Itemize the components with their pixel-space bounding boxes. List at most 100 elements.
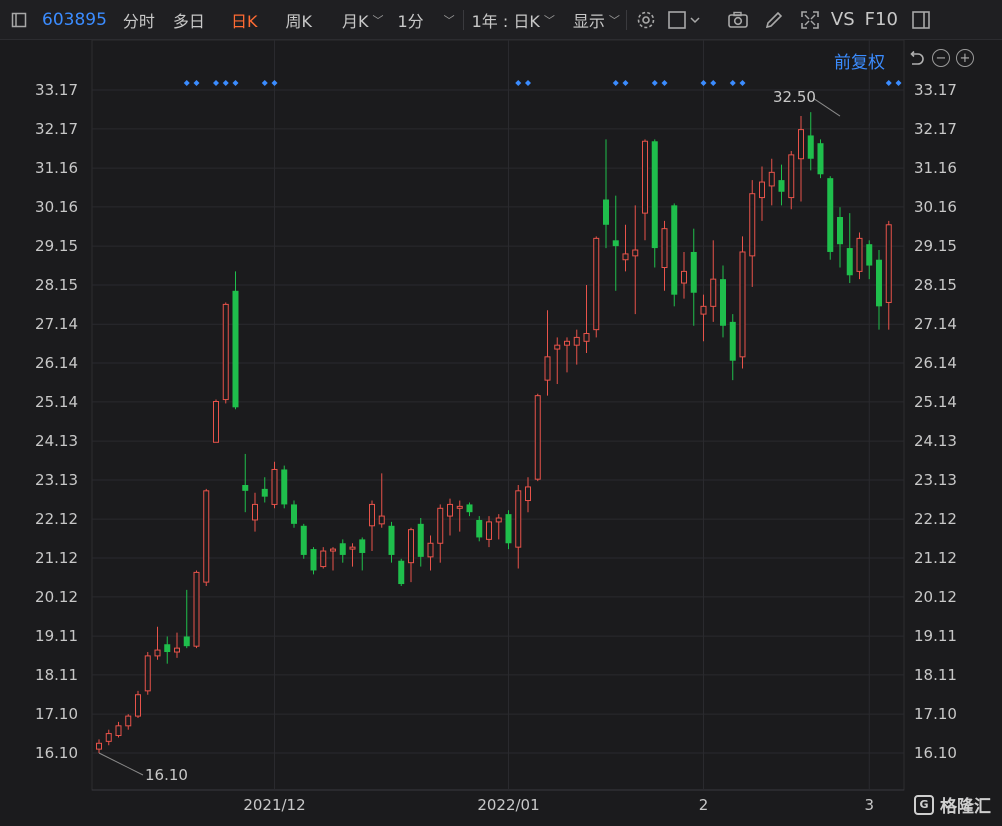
candle (573, 329, 580, 365)
candle-body-up (447, 503, 453, 517)
candle-body-up (320, 550, 327, 568)
candle (466, 502, 473, 517)
y-tick-label-right: 21.12 (914, 549, 957, 567)
candle (310, 547, 317, 575)
y-tick-label-right: 26.14 (914, 354, 957, 372)
y-tick-label-right: 19.11 (914, 627, 957, 645)
range-dropdown[interactable]: 1年 : 日K ﹀ (472, 8, 555, 32)
candle (885, 220, 892, 330)
zoom-in-icon[interactable]: + (956, 49, 974, 67)
event-marker-icon (729, 80, 736, 86)
candle-body-down (876, 259, 882, 307)
display-dropdown[interactable]: 显示 ﹀ (573, 8, 620, 32)
candle (768, 158, 775, 206)
tab-intraday[interactable]: 分时 (122, 11, 155, 31)
candlestick-chart[interactable]: 33.17 33.17 32.17 32.17 31.16 31.16 30.16 30.16… (0, 39, 1002, 822)
candle (456, 500, 463, 532)
tab-daily-k[interactable]: 日K (230, 11, 258, 31)
candle-body-up (885, 224, 892, 303)
monthly-k-dropdown[interactable]: 月K ﹀ (342, 8, 384, 32)
candle (544, 310, 551, 396)
x-tick-label: 2022/01 (477, 796, 539, 814)
candle (193, 570, 200, 649)
candle-body-down (827, 178, 834, 252)
candle-body-down (846, 248, 853, 276)
candle (408, 527, 414, 583)
candle-body-down (300, 525, 307, 555)
watermark-logo-icon: G (914, 794, 934, 815)
y-tick-label-right: 17.10 (914, 705, 957, 723)
watermark: G 格隆汇 (914, 792, 991, 817)
candle (164, 636, 171, 664)
candle (612, 195, 619, 291)
tab-multi-day[interactable]: 多日 (172, 11, 205, 31)
y-tick-label-left: 31.16 (35, 159, 78, 177)
candle (593, 236, 600, 338)
candle-body-down (505, 514, 512, 544)
candle-body-down (359, 539, 366, 553)
candle (476, 516, 483, 542)
y-tick-label-left: 26.14 (35, 354, 78, 372)
event-marker-icon (612, 80, 619, 86)
candle-body-up (193, 571, 200, 647)
tab-weekly-k[interactable]: 周K (285, 11, 312, 31)
y-tick-label-right: 22.12 (914, 510, 957, 528)
candle (495, 514, 502, 540)
candle (827, 176, 834, 260)
event-marker-icon (895, 80, 902, 86)
event-marker-icon (515, 80, 522, 86)
side-panel-icon[interactable] (908, 7, 934, 33)
candle-body-up (144, 655, 151, 692)
chevron-down-icon: ﹀ (443, 13, 455, 27)
candle (690, 228, 697, 326)
kline-chart[interactable]: 33.17 33.17 32.17 32.17 31.16 31.16 30.16 30.16… (0, 39, 1002, 822)
candle-body-up (437, 507, 444, 544)
candle-body-up (515, 490, 522, 548)
candle-body-up (583, 333, 590, 342)
camera-icon[interactable] (725, 7, 751, 33)
y-tick-label-right: 18.11 (914, 666, 957, 684)
price-adjust-button[interactable]: 前复权 (834, 53, 885, 73)
display-label: 显示 (572, 11, 605, 31)
candle (427, 535, 434, 571)
fullscreen-icon[interactable] (797, 7, 823, 33)
event-marker-icon (622, 80, 629, 86)
zoom-controls: − + (906, 49, 974, 69)
candle-body-up (749, 193, 756, 257)
y-tick-label-right: 24.13 (914, 432, 957, 450)
event-marker-icon (710, 80, 717, 86)
candle (681, 251, 687, 299)
candle (271, 461, 278, 509)
candle-body-down (690, 251, 697, 293)
event-marker-icon (213, 80, 219, 86)
candle-body-up (96, 742, 102, 750)
candle-body-down (651, 141, 658, 249)
candle (417, 518, 424, 567)
candle-body-down (778, 180, 785, 192)
sidebar-toggle-icon[interactable] (6, 7, 32, 33)
candle-body-up (710, 278, 717, 307)
f10-button[interactable]: F10 (864, 9, 898, 30)
candle (125, 714, 132, 730)
candle (388, 521, 395, 563)
candle (183, 589, 190, 649)
pencil-icon[interactable] (761, 7, 787, 33)
candle-body-down (310, 549, 317, 571)
y-tick-label-right: 30.16 (914, 198, 957, 216)
candle-body-down (476, 519, 483, 538)
zoom-out-icon[interactable]: − (932, 49, 950, 67)
stock-code[interactable]: 603895 (42, 9, 107, 30)
settings-gear-icon[interactable] (633, 7, 659, 33)
candle-body-up (495, 517, 502, 523)
candle-body-down (183, 636, 190, 647)
undo-icon[interactable] (906, 49, 926, 69)
x-tick-label: 2021/12 (243, 796, 305, 814)
candle-body-up (486, 521, 492, 540)
candle (525, 477, 531, 513)
candle (632, 205, 639, 315)
minute-dropdown[interactable]: 1分 ﹀ (397, 8, 454, 32)
event-marker-icon (700, 80, 707, 86)
vs-compare-button[interactable]: VS (830, 9, 855, 30)
y-tick-label-right: 20.12 (914, 588, 957, 606)
layout-box-icon[interactable] (665, 7, 705, 33)
